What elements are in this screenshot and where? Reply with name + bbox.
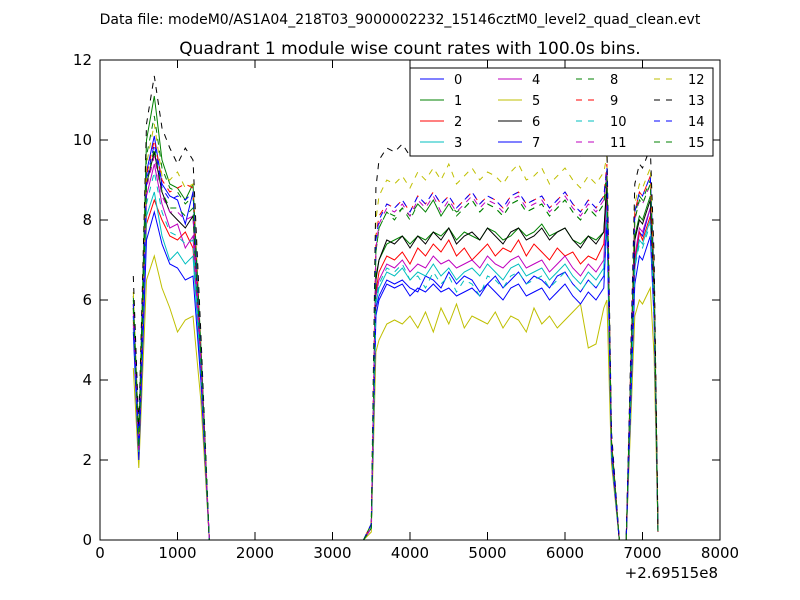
legend-label-3: 3 — [454, 136, 462, 151]
x-tick-label: 5000 — [468, 544, 506, 562]
y-tick-label: 12 — [73, 51, 92, 69]
chart-title: Quadrant 1 module wise count rates with … — [179, 39, 640, 59]
y-tick-label: 0 — [82, 531, 92, 549]
x-tick-label: 3000 — [313, 544, 351, 562]
y-tick-label: 4 — [82, 371, 92, 389]
legend-label-1: 1 — [454, 94, 462, 109]
y-tick-label: 2 — [82, 451, 92, 469]
series-line-15 — [132, 147, 659, 541]
legend-label-15: 15 — [688, 136, 705, 151]
legend-label-8: 8 — [610, 73, 618, 88]
legend-label-12: 12 — [688, 73, 705, 88]
x-tick-label: 2000 — [236, 544, 274, 562]
series-layer — [132, 75, 659, 541]
x-tick-label: 4000 — [391, 544, 429, 562]
figure-suptitle: Data file: modeM0/AS1A04_218T03_90000022… — [100, 12, 701, 28]
plot-area: 0 1000 2000 3000 4000 5000 6000 7000 80000246810… — [73, 51, 739, 562]
y-tick-label: 6 — [82, 291, 92, 309]
x-tick-label: 1000 — [158, 544, 196, 562]
x-tick-label: 6000 — [546, 544, 584, 562]
y-tick-label: 8 — [82, 211, 92, 229]
legend-label-11: 11 — [610, 136, 627, 151]
y-tick-label: 10 — [73, 131, 92, 149]
legend-label-14: 14 — [688, 115, 705, 130]
legend-label-5: 5 — [532, 94, 540, 109]
x-tick-label: 0 — [95, 544, 105, 562]
x-offset-label: +2.69515e8 — [625, 564, 718, 582]
series-line-11 — [132, 155, 659, 541]
legend-label-0: 0 — [454, 73, 462, 88]
legend-label-9: 9 — [610, 94, 618, 109]
legend-label-10: 10 — [610, 115, 627, 130]
x-tick-label: 8000 — [701, 544, 739, 562]
legend-label-2: 2 — [454, 115, 462, 130]
legend-label-7: 7 — [532, 136, 540, 151]
legend-label-4: 4 — [532, 73, 540, 88]
series-line-14 — [132, 143, 659, 541]
legend-label-13: 13 — [688, 94, 705, 109]
x-tick-label: 7000 — [623, 544, 661, 562]
legend-label-6: 6 — [532, 115, 540, 130]
series-line-5 — [132, 254, 659, 541]
ticks-layer: 0 1000 2000 3000 4000 5000 6000 7000 80000246810… — [73, 51, 739, 562]
legend-box — [409, 67, 714, 157]
